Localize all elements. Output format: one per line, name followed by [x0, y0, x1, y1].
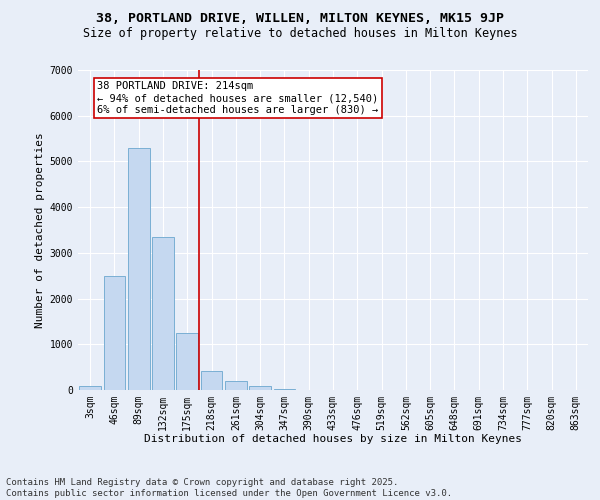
Bar	[274, 389, 295, 390]
Bar	[225, 381, 247, 390]
Y-axis label: Number of detached properties: Number of detached properties	[35, 132, 46, 328]
Bar	[176, 333, 198, 390]
Bar	[200, 371, 223, 390]
Text: Size of property relative to detached houses in Milton Keynes: Size of property relative to detached ho…	[83, 28, 517, 40]
Bar	[79, 386, 101, 390]
Bar	[128, 148, 149, 390]
Text: 38, PORTLAND DRIVE, WILLEN, MILTON KEYNES, MK15 9JP: 38, PORTLAND DRIVE, WILLEN, MILTON KEYNE…	[96, 12, 504, 26]
Bar	[152, 237, 174, 390]
Bar	[104, 276, 125, 390]
Text: 38 PORTLAND DRIVE: 214sqm
← 94% of detached houses are smaller (12,540)
6% of se: 38 PORTLAND DRIVE: 214sqm ← 94% of detac…	[97, 82, 379, 114]
Text: Contains HM Land Registry data © Crown copyright and database right 2025.
Contai: Contains HM Land Registry data © Crown c…	[6, 478, 452, 498]
Bar	[249, 386, 271, 390]
X-axis label: Distribution of detached houses by size in Milton Keynes: Distribution of detached houses by size …	[144, 434, 522, 444]
